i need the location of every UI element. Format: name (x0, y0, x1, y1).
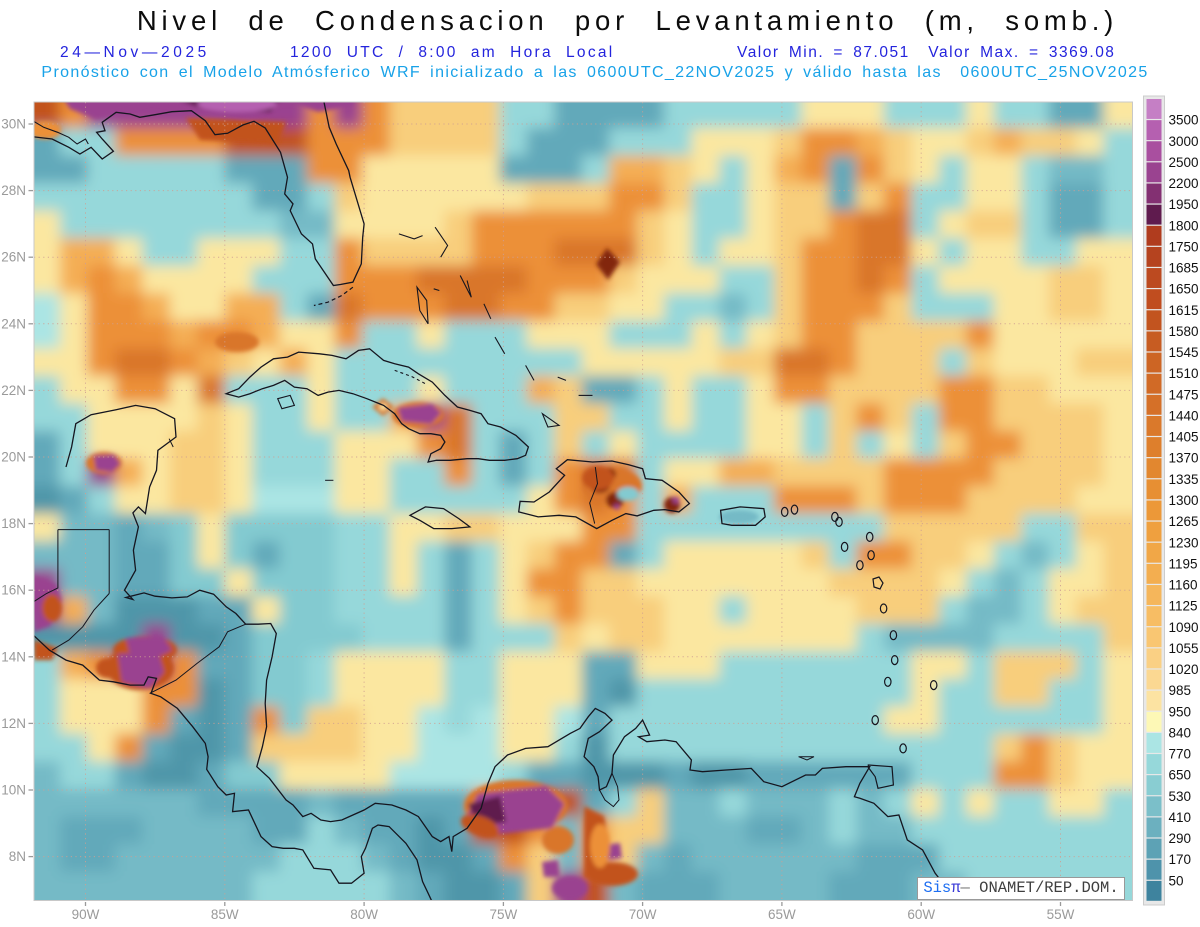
svg-text:55W: 55W (1047, 907, 1075, 922)
svg-text:12N: 12N (1, 716, 26, 731)
svg-text:985: 985 (1169, 683, 1192, 698)
svg-text:80W: 80W (350, 907, 378, 922)
svg-text:1055: 1055 (1169, 641, 1199, 656)
svg-text:75W: 75W (490, 907, 518, 922)
svg-text:90W: 90W (72, 907, 100, 922)
svg-text:1195: 1195 (1169, 556, 1198, 571)
svg-text:1230: 1230 (1169, 535, 1199, 550)
svg-text:950: 950 (1169, 704, 1192, 719)
svg-text:170: 170 (1169, 852, 1192, 867)
svg-text:8N: 8N (9, 849, 26, 864)
svg-text:20N: 20N (1, 450, 26, 465)
svg-text:26N: 26N (1, 250, 26, 265)
svg-text:1685: 1685 (1169, 261, 1199, 276)
svg-text:14N: 14N (1, 649, 26, 664)
svg-text:1335: 1335 (1169, 472, 1199, 487)
svg-text:16N: 16N (1, 583, 26, 598)
svg-text:1800: 1800 (1169, 218, 1199, 233)
svg-text:1405: 1405 (1169, 430, 1199, 445)
svg-text:770: 770 (1169, 747, 1192, 762)
svg-text:1265: 1265 (1169, 514, 1199, 529)
svg-text:60W: 60W (907, 907, 935, 922)
svg-text:1300: 1300 (1169, 493, 1199, 508)
svg-text:2200: 2200 (1169, 176, 1199, 191)
svg-text:10N: 10N (1, 783, 26, 798)
svg-text:1580: 1580 (1169, 324, 1199, 339)
svg-text:50: 50 (1169, 873, 1184, 888)
svg-text:530: 530 (1169, 789, 1192, 804)
svg-text:840: 840 (1169, 725, 1192, 740)
svg-text:18N: 18N (1, 516, 26, 531)
svg-text:3000: 3000 (1169, 134, 1199, 149)
svg-text:85W: 85W (211, 907, 239, 922)
svg-text:1475: 1475 (1169, 387, 1199, 402)
svg-text:3500: 3500 (1169, 113, 1199, 128)
svg-text:1950: 1950 (1169, 197, 1199, 212)
svg-text:1160: 1160 (1169, 578, 1198, 593)
svg-text:650: 650 (1169, 768, 1192, 783)
svg-text:2500: 2500 (1169, 155, 1199, 170)
svg-text:290: 290 (1169, 831, 1192, 846)
svg-text:30N: 30N (1, 117, 26, 132)
svg-text:22N: 22N (1, 383, 26, 398)
svg-text:1090: 1090 (1169, 620, 1199, 635)
svg-text:1440: 1440 (1169, 409, 1199, 424)
svg-text:1750: 1750 (1169, 239, 1199, 254)
svg-text:1510: 1510 (1169, 366, 1199, 381)
svg-text:1370: 1370 (1169, 451, 1199, 466)
svg-text:410: 410 (1169, 810, 1192, 825)
svg-text:1650: 1650 (1169, 282, 1199, 297)
svg-text:1125: 1125 (1169, 599, 1198, 614)
svg-text:24N: 24N (1, 316, 26, 331)
svg-text:28N: 28N (1, 183, 26, 198)
svg-text:1020: 1020 (1169, 662, 1199, 677)
svg-text:70W: 70W (629, 907, 657, 922)
svg-text:1545: 1545 (1169, 345, 1199, 360)
svg-text:65W: 65W (768, 907, 796, 922)
svg-text:1615: 1615 (1169, 303, 1199, 318)
